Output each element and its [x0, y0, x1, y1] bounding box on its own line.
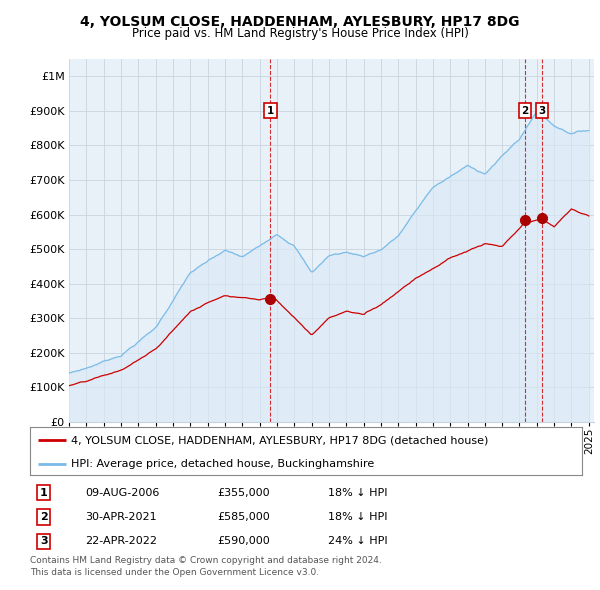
Text: 3: 3 [538, 106, 545, 116]
Text: £355,000: £355,000 [218, 488, 271, 497]
Text: 1: 1 [40, 488, 47, 497]
Text: 4, YOLSUM CLOSE, HADDENHAM, AYLESBURY, HP17 8DG (detached house): 4, YOLSUM CLOSE, HADDENHAM, AYLESBURY, H… [71, 435, 489, 445]
Text: HPI: Average price, detached house, Buckinghamshire: HPI: Average price, detached house, Buck… [71, 459, 374, 469]
Text: 2: 2 [521, 106, 529, 116]
Text: 30-APR-2021: 30-APR-2021 [85, 512, 157, 522]
Text: 1: 1 [267, 106, 274, 116]
Text: 09-AUG-2006: 09-AUG-2006 [85, 488, 160, 497]
Text: £590,000: £590,000 [218, 536, 271, 546]
Text: 24% ↓ HPI: 24% ↓ HPI [328, 536, 388, 546]
Text: 18% ↓ HPI: 18% ↓ HPI [328, 488, 388, 497]
Text: 18% ↓ HPI: 18% ↓ HPI [328, 512, 388, 522]
Text: 4, YOLSUM CLOSE, HADDENHAM, AYLESBURY, HP17 8DG: 4, YOLSUM CLOSE, HADDENHAM, AYLESBURY, H… [80, 15, 520, 29]
Text: £585,000: £585,000 [218, 512, 271, 522]
Text: 3: 3 [40, 536, 47, 546]
Text: 22-APR-2022: 22-APR-2022 [85, 536, 157, 546]
Text: 2: 2 [40, 512, 47, 522]
Text: Contains HM Land Registry data © Crown copyright and database right 2024.
This d: Contains HM Land Registry data © Crown c… [30, 556, 382, 576]
Text: Price paid vs. HM Land Registry's House Price Index (HPI): Price paid vs. HM Land Registry's House … [131, 27, 469, 40]
